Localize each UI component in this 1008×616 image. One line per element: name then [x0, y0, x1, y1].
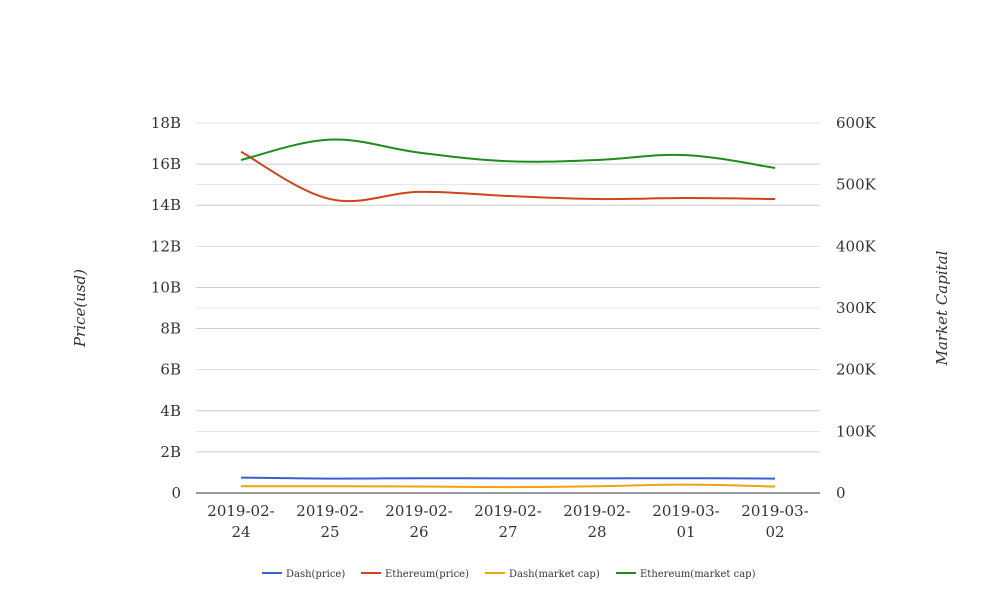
x-axis-ticks: 2019-02-24 2019-02-25 2019-02-26 2019-02-27… — [207, 502, 808, 541]
legend: Dash(price) Ethereum(price) Dash(market ca… — [262, 569, 756, 580]
y-tick-label: 2B — [160, 443, 181, 461]
x-tick-label: 2019-02-28 — [563, 502, 630, 541]
right-y-axis-ticks: 0 100K 200K 300K 400K 500K 600K — [836, 114, 877, 502]
legend-label: Ethereum(price) — [385, 569, 469, 580]
y2-tick-label: 400K — [836, 237, 877, 255]
y2-tick-label: 600K — [836, 114, 877, 132]
x-tick-label: 2019-02-24 — [207, 502, 274, 541]
x-tick-label: 2019-03-02 — [741, 502, 808, 541]
legend-label: Dash(market cap) — [509, 569, 600, 580]
series-lines — [240, 138, 776, 489]
series-line-ethereum-market-cap — [240, 138, 776, 170]
y2-tick-label: 0 — [836, 484, 846, 502]
y-tick-label: 6B — [160, 361, 181, 379]
y-tick-label: 16B — [151, 155, 181, 173]
y2-tick-label: 100K — [836, 422, 877, 440]
y2-tick-label: 500K — [836, 176, 877, 194]
left-y-axis-title: Price(usd) — [71, 269, 89, 348]
y-tick-label: 0 — [171, 484, 181, 502]
y2-tick-label: 300K — [836, 299, 877, 317]
right-y-axis-title: Market Capital — [933, 250, 951, 366]
y-tick-label: 14B — [151, 196, 181, 214]
y-tick-label: 8B — [160, 320, 181, 338]
series-line-dash-price — [240, 476, 776, 480]
y2-tick-label: 200K — [836, 361, 877, 379]
y-tick-label: 12B — [151, 237, 181, 255]
legend-label: Ethereum(market cap) — [640, 569, 756, 580]
left-y-axis-ticks: 0 2B 4B 6B 8B 10B 12B 14B 16B 18B — [151, 114, 181, 502]
x-tick-label: 2019-03-01 — [652, 502, 719, 541]
y-tick-label: 4B — [160, 402, 181, 420]
x-tick-label: 2019-02-26 — [385, 502, 452, 541]
y-tick-label: 18B — [151, 114, 181, 132]
x-tick-label: 2019-02-25 — [296, 502, 363, 541]
y-tick-label: 10B — [151, 278, 181, 296]
series-line-dash-market-cap — [240, 483, 776, 489]
gridlines — [196, 122, 820, 453]
series-line-ethereum-price — [240, 150, 776, 203]
legend-label: Dash(price) — [286, 569, 345, 580]
x-tick-label: 2019-02-27 — [474, 502, 541, 541]
